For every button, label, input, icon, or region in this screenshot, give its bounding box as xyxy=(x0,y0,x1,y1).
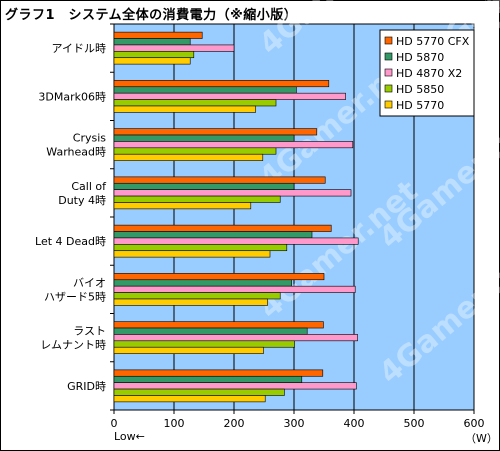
category-label: Warhead時 xyxy=(46,146,106,159)
category-label: バイオ xyxy=(73,276,106,289)
legend-swatch xyxy=(384,84,393,93)
bar xyxy=(113,153,264,161)
bar xyxy=(113,195,281,203)
legend-swatch xyxy=(384,100,393,109)
bar xyxy=(113,244,288,252)
legend: HD 5770 CFX HD 5870 HD 4870 X2 HD 5850 HD 57… xyxy=(379,29,475,117)
bar xyxy=(113,38,191,46)
bar xyxy=(113,105,256,113)
bar xyxy=(113,128,318,136)
bar xyxy=(113,346,264,354)
legend-label: HD 5870 xyxy=(396,51,444,64)
bar xyxy=(113,285,356,293)
bars xyxy=(113,31,359,403)
bar xyxy=(113,369,324,377)
x-tick-label: 400 xyxy=(344,417,365,430)
bar xyxy=(113,292,281,300)
bar xyxy=(113,375,303,383)
bar xyxy=(113,250,271,258)
bar xyxy=(113,51,195,59)
bar xyxy=(113,202,252,210)
chart-title: グラフ1 システム全体の消費電力（※縮小版） xyxy=(5,8,298,23)
category-label: 3DMark06時 xyxy=(38,90,106,103)
x-tick-label: 600 xyxy=(464,417,485,430)
legend-label: HD 5770 xyxy=(396,99,444,112)
category-label: Duty 4時 xyxy=(58,194,106,207)
bar xyxy=(113,327,308,335)
x-tick-label: 0 xyxy=(111,417,118,430)
bar xyxy=(113,182,295,190)
category-label: Call of xyxy=(71,180,107,193)
axes xyxy=(110,23,475,414)
bar xyxy=(113,273,325,281)
bar xyxy=(113,388,285,396)
bar xyxy=(113,189,352,197)
legend-swatch xyxy=(384,68,393,77)
bar xyxy=(113,224,332,232)
x-axis-unit-label: （W） xyxy=(465,432,498,445)
legend-label: HD 5850 xyxy=(396,83,444,96)
bar xyxy=(113,134,295,142)
bar xyxy=(113,176,326,184)
category-label: Let 4 Dead時 xyxy=(35,235,106,248)
bar xyxy=(113,44,235,52)
bar xyxy=(113,31,203,39)
x-tick-label: 200 xyxy=(224,417,245,430)
legend-label: HD 5770 CFX xyxy=(396,35,470,48)
legend-swatch xyxy=(384,52,393,61)
bar xyxy=(113,395,266,403)
x-tick-label: 100 xyxy=(164,417,185,430)
category-label: レムナント時 xyxy=(40,339,106,352)
bar xyxy=(113,237,359,245)
bar xyxy=(113,321,324,329)
category-label: ラスト xyxy=(73,325,106,338)
bar xyxy=(113,298,268,306)
legend-label: HD 4870 X2 xyxy=(396,67,462,80)
bar xyxy=(113,57,191,65)
bar xyxy=(113,147,277,155)
bar xyxy=(113,334,358,342)
category-label: ハザード5時 xyxy=(44,290,106,303)
bar xyxy=(113,86,297,94)
category-label: アイドル時 xyxy=(52,42,106,55)
legend-box xyxy=(379,29,475,117)
low-indicator-label: Low← xyxy=(114,430,145,443)
category-label: GRID時 xyxy=(67,380,106,393)
bar xyxy=(113,382,357,390)
bar xyxy=(113,141,354,149)
x-tick-label: 500 xyxy=(404,417,425,430)
bar xyxy=(113,279,292,287)
bar xyxy=(113,80,330,88)
bar xyxy=(113,231,313,239)
category-label: Crysis xyxy=(73,132,107,145)
bar xyxy=(113,92,346,100)
bar xyxy=(113,99,277,107)
x-tick-label: 300 xyxy=(284,417,305,430)
legend-swatch xyxy=(384,36,393,45)
bar xyxy=(113,340,295,348)
tick-labels: 0 100 200 300 400 500 600 xyxy=(111,417,485,430)
